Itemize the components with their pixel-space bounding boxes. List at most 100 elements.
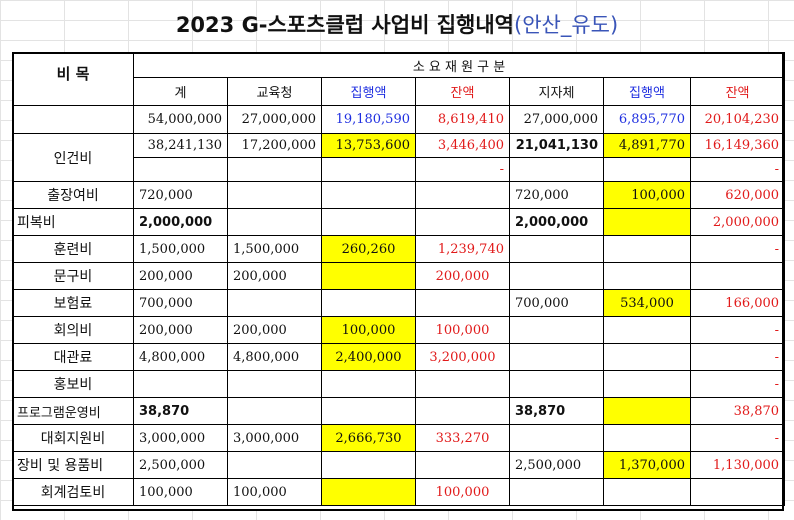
table-cell: 38,241,130 [133, 133, 228, 158]
table-cell [689, 262, 786, 290]
table-cell: 38,870 [133, 397, 228, 425]
table-cell: 3,000,000 [133, 424, 228, 452]
table-cell [689, 478, 786, 506]
table-row: 홍보비 - [12, 370, 786, 398]
row-label: 회의비 [12, 316, 134, 344]
table-cell [603, 478, 691, 506]
table-cell: 700,000 [133, 289, 228, 317]
budget-table: 비 목 소 요 재 원 구 분 계 교육청 집행액 잔액 지자체 집행액 잔액 … [12, 52, 786, 506]
table-cell: 100,000 [133, 478, 228, 506]
funding-group-header: 소 요 재 원 구 분 [132, 52, 786, 78]
table-cell [133, 157, 228, 182]
row-label: 피복비 [12, 208, 134, 236]
table-cell: 166,000 [689, 289, 786, 317]
table-cell: 16,149,360 [689, 133, 786, 158]
table-cell: 100,000 [415, 478, 510, 506]
row-label: 회계검토비 [12, 478, 134, 506]
table-cell [227, 289, 322, 317]
table-cell: - [415, 157, 510, 182]
table-row: 회계검토비 100,000 100,000 100,000 [12, 478, 786, 506]
table-cell: 1,500,000 [133, 235, 228, 263]
table-cell [415, 181, 510, 209]
table-cell [133, 370, 228, 398]
table-cell [603, 397, 691, 425]
table-cell: 1,239,740 [415, 235, 510, 263]
table-cell [603, 157, 691, 182]
table-cell [603, 343, 691, 371]
table-cell [509, 262, 604, 290]
table-row: 인건비 38,241,130 17,200,000 13,753,600 3,4… [12, 133, 786, 182]
totals-cell: 27,000,000 [227, 105, 322, 134]
table-cell: 3,000,000 [227, 424, 322, 452]
table-cell: 720,000 [133, 181, 228, 209]
table-cell: 4,891,770 [603, 133, 691, 158]
table-cell: 1,500,000 [227, 235, 322, 263]
col-header-executed-edu: 집행액 [321, 77, 416, 106]
table-cell: 333,270 [415, 424, 510, 452]
table-cell [321, 451, 416, 479]
table-cell: 100,000 [603, 181, 691, 209]
table-cell: 2,666,730 [321, 424, 416, 452]
table-cell [321, 262, 416, 290]
table-cell [321, 478, 416, 506]
table-cell: 4,800,000 [227, 343, 322, 371]
row-label: 홍보비 [12, 370, 134, 398]
row-label: 보험료 [12, 289, 134, 317]
table-cell [415, 289, 510, 317]
table-cell: - [689, 316, 786, 344]
totals-cell: 27,000,000 [509, 105, 604, 134]
table-cell: 38,870 [509, 397, 604, 425]
table-cell: 100,000 [321, 316, 416, 344]
table-cell [509, 370, 604, 398]
row-label: 문구비 [12, 262, 134, 290]
table-cell [603, 262, 691, 290]
table-cell: - [689, 235, 786, 263]
col-header-education-office: 교육청 [227, 77, 322, 106]
table-cell: 720,000 [509, 181, 604, 209]
table-cell [321, 208, 416, 236]
table-cell [603, 208, 691, 236]
table-cell: 38,870 [689, 397, 786, 425]
title-sub: (안산_유도) [514, 13, 619, 37]
table-cell [415, 370, 510, 398]
table-row: 문구비 200,000 200,000 200,000 [12, 262, 786, 290]
table-cell: 3,446,400 [415, 133, 510, 158]
table-cell [415, 397, 510, 425]
table-cell: 200,000 [133, 262, 228, 290]
table-cell [509, 316, 604, 344]
table-cell: 260,260 [321, 235, 416, 263]
table-cell: 2,000,000 [509, 208, 604, 236]
table-row: 훈련비 1,500,000 1,500,000 260,260 1,239,74… [12, 235, 786, 263]
table-cell: 200,000 [415, 262, 510, 290]
totals-cell: 6,895,770 [603, 105, 691, 134]
table-cell [321, 181, 416, 209]
totals-cell: 8,619,410 [415, 105, 510, 134]
row-label: 인건비 [12, 133, 134, 182]
page-title: 2023 G-스포츠클럽 사업비 집행내역(안산_유도) [0, 8, 794, 42]
totals-label [12, 105, 134, 134]
table-cell: 2,500,000 [509, 451, 604, 479]
table-cell [415, 451, 510, 479]
table-cell: 200,000 [133, 316, 228, 344]
table-cell: - [689, 157, 786, 182]
table-cell: - [689, 343, 786, 371]
totals-row: 54,000,000 27,000,000 19,180,590 8,619,4… [12, 105, 786, 134]
table-row: 출장여비 720,000 720,000 100,000 620,000 [12, 181, 786, 209]
table-row: 대회지원비 3,000,000 3,000,000 2,666,730 333,… [12, 424, 786, 452]
row-label: 프로그램운영비 [12, 397, 134, 425]
table-cell: - [689, 370, 786, 398]
row-label: 대관료 [12, 343, 134, 371]
table-cell [603, 316, 691, 344]
table-row: 피복비 2,000,000 2,000,000 2,000,000 [12, 208, 786, 236]
table-cell: 13,753,600 [321, 133, 416, 158]
table-cell: 620,000 [689, 181, 786, 209]
table-cell [321, 397, 416, 425]
table-cell [603, 235, 691, 263]
table-cell: 21,041,130 [509, 133, 604, 158]
totals-cell: 19,180,590 [321, 105, 416, 134]
table-cell [509, 157, 604, 182]
table-cell [321, 370, 416, 398]
table-cell [227, 181, 322, 209]
table-row: 보험료 700,000 700,000 534,000 166,000 [12, 289, 786, 317]
table-cell [227, 451, 322, 479]
